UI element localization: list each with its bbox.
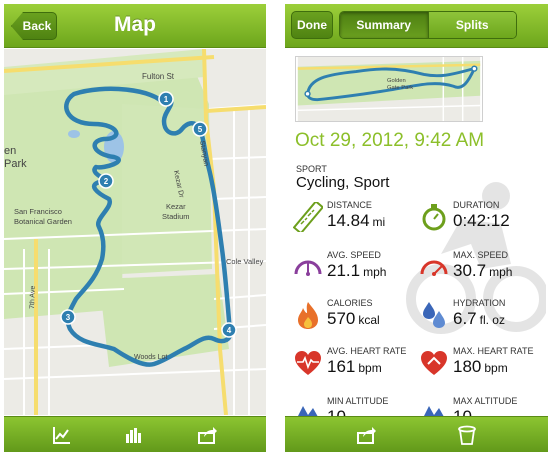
- street-label-7th-ave: 7th Ave: [29, 286, 37, 310]
- street-label-garden: San Francisco: [14, 207, 62, 216]
- stat-avg-heart-rate: AVG. HEART RATE 161 bpm: [293, 346, 419, 390]
- stat-max-speed: MAX. SPEED 30.7 mph: [419, 250, 545, 294]
- stat-duration: DURATION 0:42:12: [419, 200, 545, 244]
- street-label-cole-valley: Cole Valley: [226, 257, 264, 266]
- route-marker-5[interactable]: 5: [192, 121, 208, 137]
- stat-avg-speed: AVG. SPEED 21.1 mph: [293, 250, 419, 294]
- heart-max-icon: [421, 351, 447, 375]
- stat-calories: CALORIES 570 kcal: [293, 298, 419, 342]
- summary-navbar: Done Summary Splits: [285, 4, 548, 48]
- svg-text:4: 4: [227, 326, 232, 335]
- cyclist-watermark-icon: [406, 182, 546, 334]
- stat-label: DISTANCE: [327, 200, 372, 210]
- workout-datetime: Oct 29, 2012, 9:42 AM: [295, 130, 485, 151]
- stat-label: MAX. HEART RATE: [453, 346, 534, 356]
- map-navbar: Back Map: [4, 4, 266, 48]
- stat-value: 161 bpm: [327, 357, 382, 376]
- tab-splits[interactable]: Splits: [427, 12, 516, 38]
- thumbnail-label-2: Gate Park: [387, 85, 413, 91]
- share-icon[interactable]: [357, 425, 377, 445]
- street-label-kezar-stadium-2: Stadium: [162, 212, 190, 221]
- heart-pulse-icon: [295, 351, 321, 375]
- route-map[interactable]: Fulton St Kezar Dr Stanyan Kezar Stadium…: [4, 49, 266, 415]
- stat-value: 180 bpm: [453, 357, 508, 376]
- street-label-woods-lot: Woods Lot: [134, 354, 167, 361]
- street-label-kezar-stadium: Kezar: [166, 202, 186, 211]
- stat-label: DURATION: [453, 200, 500, 210]
- stat-value: 6.7 fl. oz: [453, 309, 505, 328]
- stat-hydration: HYDRATION 6.7 fl. oz: [419, 298, 545, 342]
- route-thumbnail[interactable]: Golden Gate Park: [295, 56, 483, 122]
- route-marker-1[interactable]: 1: [158, 91, 174, 107]
- water-drops-icon: [423, 302, 445, 328]
- done-button[interactable]: Done: [291, 11, 333, 39]
- flame-icon: [298, 302, 318, 329]
- stat-label: CALORIES: [327, 298, 373, 308]
- stat-value: 570 kcal: [327, 309, 380, 328]
- route-marker-4[interactable]: 4: [221, 322, 237, 338]
- route-line: [64, 86, 233, 367]
- ruler-icon: [293, 202, 323, 232]
- stopwatch-icon: [422, 204, 446, 231]
- route-marker-3[interactable]: 3: [60, 309, 76, 325]
- share-icon[interactable]: [198, 425, 218, 445]
- stat-label: HYDRATION: [453, 298, 506, 308]
- map-toolbar: [4, 416, 266, 452]
- route-marker-2[interactable]: 2: [98, 173, 114, 189]
- tab-summary[interactable]: Summary: [340, 12, 428, 38]
- street-label-fulton: Fulton St: [142, 72, 175, 81]
- sport-label: SPORT: [296, 164, 327, 174]
- stat-label: AVG. SPEED: [327, 250, 381, 260]
- bar-chart-icon[interactable]: [124, 425, 144, 445]
- map-screen: Back Map: [4, 4, 266, 452]
- svg-text:2: 2: [104, 177, 109, 186]
- street-label-stanyan: Stanyan: [198, 140, 209, 167]
- thumbnail-label: Golden: [387, 78, 406, 84]
- stat-label: MAX. SPEED: [453, 250, 509, 260]
- trash-icon[interactable]: [457, 425, 477, 445]
- stat-distance: DISTANCE 14.84 mi: [293, 200, 419, 244]
- svg-text:5: 5: [198, 125, 203, 134]
- stat-value: 21.1 mph: [327, 261, 387, 280]
- svg-text:1: 1: [164, 95, 169, 104]
- stat-value: 30.7 mph: [453, 261, 513, 280]
- stat-max-heart-rate: MAX. HEART RATE 180 bpm: [419, 346, 545, 390]
- page-title: Map: [114, 13, 156, 36]
- speedometer-max-icon: [420, 260, 448, 276]
- stat-label: MAX ALTITUDE: [453, 396, 518, 406]
- street-label-park-2: Park: [4, 158, 27, 170]
- stat-value: 14.84 mi: [327, 211, 386, 230]
- stat-label: MIN ALTITUDE: [327, 396, 389, 406]
- summary-toolbar: [285, 416, 548, 452]
- sport-value: Cycling, Sport: [296, 174, 390, 191]
- svg-text:3: 3: [66, 313, 71, 322]
- street-label-park-1: en: [4, 145, 16, 157]
- view-tabs: Summary Splits: [339, 11, 517, 39]
- stat-label: AVG. HEART RATE: [327, 346, 407, 356]
- street-label-garden-2: Botanical Garden: [14, 217, 72, 226]
- line-chart-icon[interactable]: [52, 425, 72, 445]
- summary-screen: Done Summary Splits Golden Gate Park Oct…: [285, 4, 548, 452]
- stat-value: 0:42:12: [453, 211, 510, 230]
- speedometer-icon: [294, 260, 322, 276]
